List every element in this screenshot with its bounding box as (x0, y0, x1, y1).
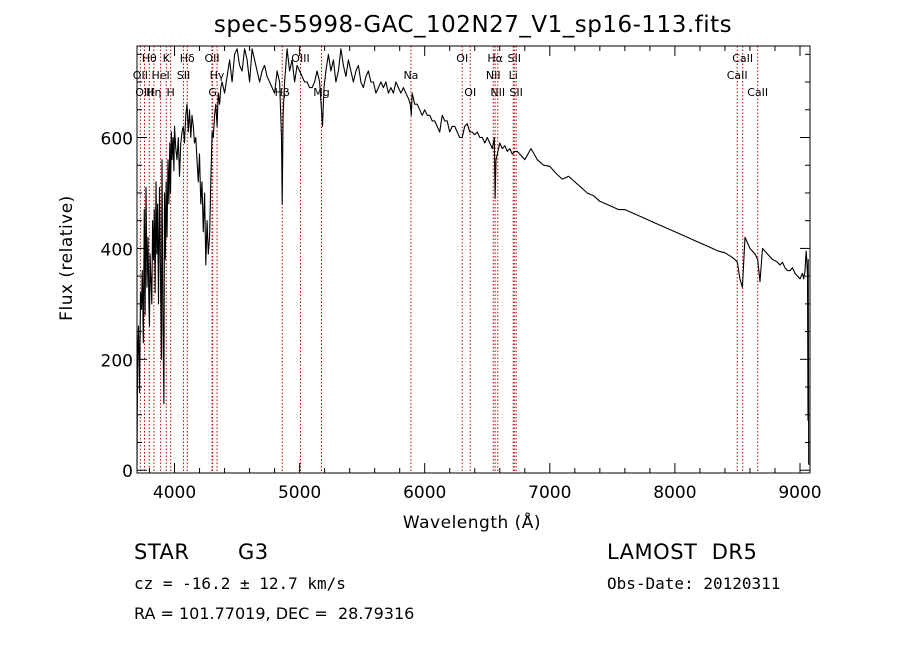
line-label-4: OIII (291, 52, 309, 65)
line-label-11: SII (177, 69, 190, 82)
line-label-0: Hθ (142, 52, 157, 65)
line-label-26: CaII (747, 86, 768, 99)
coordinates: RA = 101.77019, DEC = 28.79316 (134, 604, 415, 623)
radial-velocity: cz = -16.2 ± 12.7 km/s (134, 574, 346, 593)
x-tick-label-7000: 7000 (528, 483, 571, 503)
line-label-6: Hα (487, 52, 503, 65)
x-axis-label: Wavelength (Å) (403, 511, 541, 533)
line-label-10: HeI (151, 69, 169, 82)
x-tick-label-9000: 9000 (778, 483, 821, 503)
observation-date: Obs-Date: 20120311 (607, 574, 781, 593)
x-tick-label-4000: 4000 (153, 483, 196, 503)
line-label-14: NII (486, 69, 501, 82)
subclass: G3 (238, 540, 269, 564)
spectrum-series-line (136, 48, 810, 465)
y-axis-label: Flux (relative) (57, 195, 77, 321)
y-tick-label-200: 200 (101, 351, 133, 371)
survey-name: LAMOST DR5 (607, 540, 758, 564)
line-label-19: H (167, 86, 175, 99)
line-label-13: Na (403, 69, 418, 82)
line-label-25: SII (509, 86, 522, 99)
line-label-18: Hη (146, 86, 161, 99)
line-label-24: NII (490, 86, 505, 99)
line-label-9: OII (133, 69, 148, 82)
axis-ticks: 4000 5000 6000 7000 8000 9000 0 200 400 600 (101, 46, 822, 503)
x-tick-label-5000: 5000 (278, 483, 321, 503)
object-class: STAR (134, 540, 190, 564)
y-tick-label-0: 0 (122, 462, 133, 482)
line-label-2: Hδ (180, 52, 195, 65)
spectral-line-markers (139, 46, 759, 473)
line-label-23: OI (464, 86, 476, 99)
line-label-21: Hβ (275, 86, 290, 99)
line-label-1: K (163, 52, 171, 65)
line-label-15: Li (509, 69, 518, 82)
line-label-22: Mg (313, 86, 329, 99)
line-label-3: OII (204, 52, 219, 65)
y-tick-label-400: 400 (101, 240, 133, 260)
line-label-16: CaII (727, 69, 748, 82)
line-label-17: OIII (135, 86, 153, 99)
plot-frame (136, 45, 811, 474)
line-label-8: CaII (732, 52, 753, 65)
line-label-7: SII (508, 52, 521, 65)
chart-title: spec-55998-GAC_102N27_V1_sp16-113.fits (214, 12, 732, 38)
x-tick-label-8000: 8000 (653, 483, 696, 503)
x-tick-label-6000: 6000 (403, 483, 446, 503)
y-tick-label-600: 600 (101, 130, 133, 150)
line-label-20: G (208, 86, 217, 99)
line-label-12: Hγ (210, 69, 225, 82)
line-label-5: OI (456, 52, 468, 65)
